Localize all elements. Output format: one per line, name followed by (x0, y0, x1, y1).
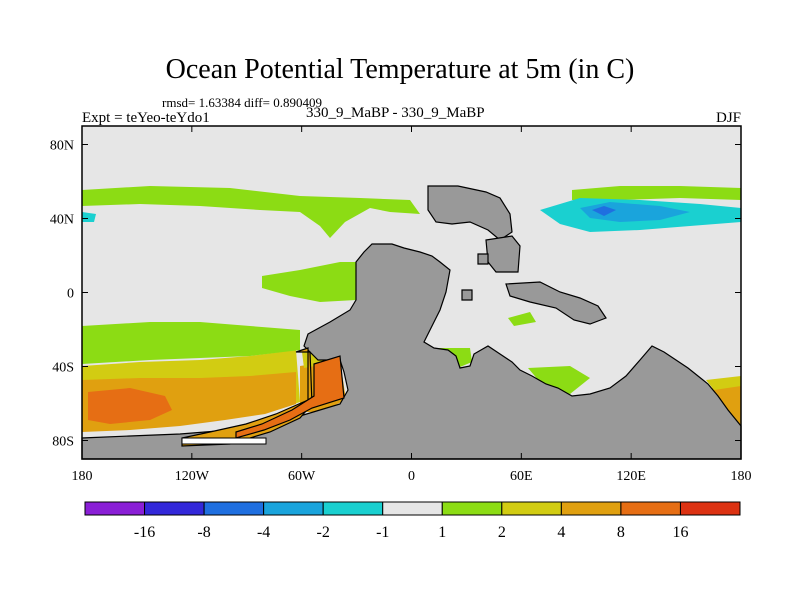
colorbar-label: -2 (317, 524, 330, 541)
land-small-island-1 (461, 289, 473, 301)
map-panel (81, 125, 742, 460)
colorbar-label: 1 (438, 524, 446, 541)
colorbar-label: 16 (672, 524, 688, 541)
anomaly-green-equatorial-pacific (262, 262, 356, 302)
colorbar-swatch (322, 501, 384, 516)
land-east-asia-island (485, 235, 521, 273)
colorbar-swatch (382, 501, 443, 516)
anomaly-green-north-indian (572, 186, 741, 200)
season-label: DJF (715, 110, 741, 126)
land-southeast-peninsula (505, 281, 607, 325)
colorbar-swatch (84, 501, 146, 516)
y-tick-label: 40N (50, 213, 74, 228)
colorbar-label: 8 (617, 524, 625, 541)
run-comparison-label: 330_9_MaBP - 330_9_MaBP (306, 105, 485, 121)
anomaly-green-tropical-pacific (82, 322, 300, 364)
colorbar-swatch (263, 501, 324, 516)
colorbar-swatch (501, 501, 562, 516)
colorbar-label: -16 (134, 524, 155, 541)
x-tick-label: 0 (408, 469, 415, 484)
anomaly-darkorange-south-pacific (88, 388, 172, 424)
colorbar: -16 -8 -4 -2 -1 1 2 4 8 16 (84, 501, 741, 541)
anomaly-yellow-southeast (706, 376, 741, 390)
colorbar-label: 4 (557, 524, 565, 541)
anomaly-green-indian-patch (528, 366, 590, 394)
anomaly-blue-north-indian (592, 206, 616, 216)
x-tick-label: 120E (616, 469, 646, 484)
ocean-channel-east (235, 355, 345, 439)
experiment-label: Expt = teYeo-teYdo1 (82, 110, 210, 126)
sea-ice-strip (181, 437, 267, 445)
x-tick-label: 60E (510, 469, 533, 484)
colorbar-swatch (620, 501, 681, 516)
anomaly-lightblue-north-indian (580, 202, 690, 222)
land-small-island-2 (477, 253, 489, 265)
rmsd-diff-stats: rmsd= 1.63384 diff= 0.890409 (162, 95, 322, 110)
colorbar-swatch (203, 501, 265, 516)
anomaly-cyan-west-pacific (82, 212, 96, 222)
colorbar-label: 2 (498, 524, 506, 541)
y-tick-label: 0 (67, 287, 74, 302)
y-axis: 80N 40N 0 40S 80S (50, 139, 741, 450)
x-axis: 180 120W 60W 0 60E 120E 180 (72, 126, 752, 484)
colorbar-label: -1 (376, 524, 389, 541)
x-tick-label: 180 (731, 469, 752, 484)
anomaly-green-indonesia (508, 312, 536, 326)
land-masses (81, 185, 742, 460)
colorbar-label: -8 (197, 524, 210, 541)
colorbar-swatch (144, 501, 205, 516)
anomaly-green-north-pacific (82, 186, 420, 238)
y-tick-label: 80N (50, 139, 74, 154)
x-tick-label: 180 (72, 469, 93, 484)
colorbar-swatch (441, 501, 503, 516)
y-tick-label: 80S (52, 435, 74, 450)
land-pangea-central (81, 243, 742, 460)
x-tick-label: 60W (288, 469, 316, 484)
colorbar-label: -4 (257, 524, 270, 541)
colorbar-swatch (560, 501, 622, 516)
chart-title: Ocean Potential Temperature at 5m (in C) (165, 54, 635, 85)
y-tick-label: 40S (52, 361, 74, 376)
x-tick-label: 120W (175, 469, 210, 484)
colorbar-swatch (679, 501, 741, 516)
